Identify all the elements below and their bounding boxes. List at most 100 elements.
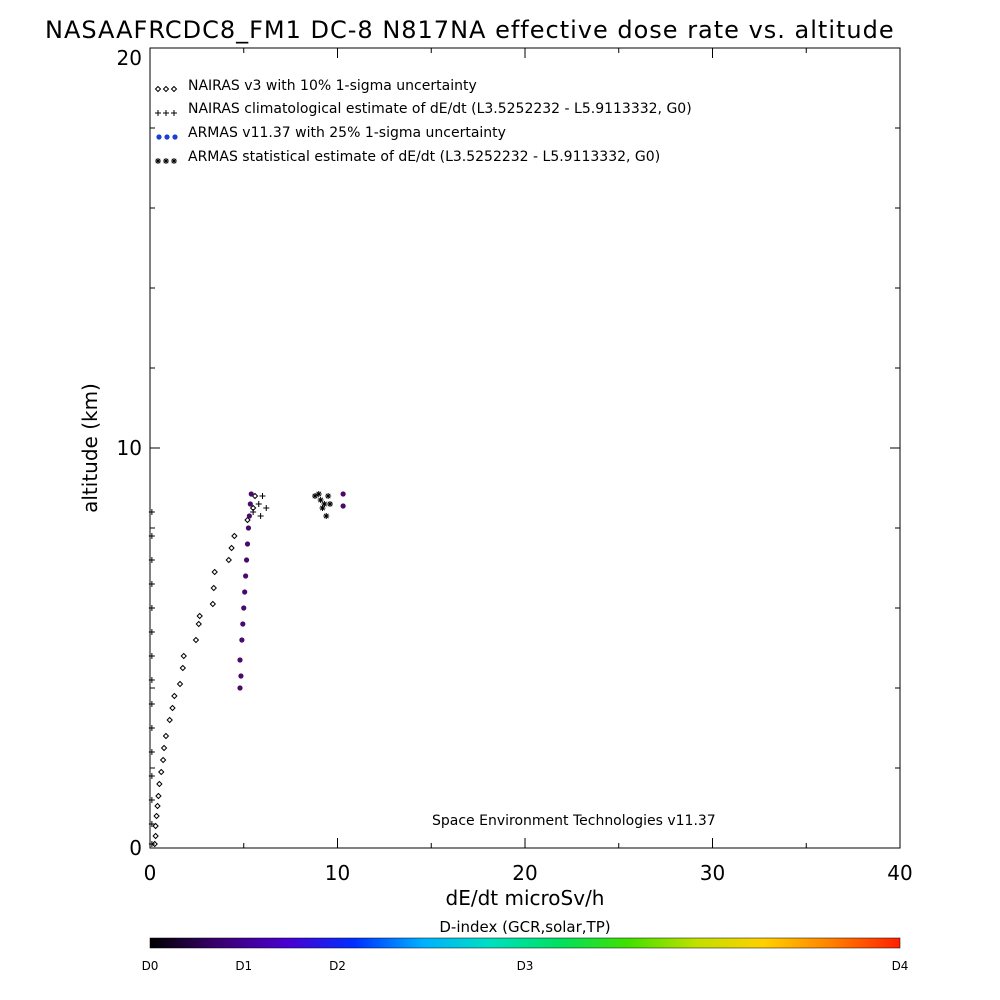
legend-label-nairas-climatological: NAIRAS climatological estimate of dE/dt …: [188, 101, 692, 117]
x-tick-label-0: 0: [144, 861, 157, 885]
series-1-point-14: [148, 509, 155, 515]
series-0-point-11: [166, 716, 173, 724]
series-0-point-0: [151, 840, 158, 848]
series-0-point-3: [153, 812, 160, 820]
series-1-point-18: [263, 505, 270, 511]
series-1-point-9: [148, 629, 155, 635]
series-2-point-1: [238, 673, 244, 679]
x-tick-label-40: 40: [887, 861, 912, 885]
series-3-point-4: [319, 505, 326, 511]
series-0-point-20: [209, 600, 217, 608]
credit-text: Space Environment Technologies v11.37: [432, 813, 716, 829]
series-0-point-19: [196, 612, 203, 620]
series-0-point-6: [156, 780, 163, 788]
x-axis-label: dE/dt microSv/h: [446, 886, 605, 910]
colorbar-labels: D0 D1 D2 D3 D4: [142, 959, 909, 973]
series-1-point-1: [148, 821, 155, 827]
series-2-point-3: [239, 637, 245, 643]
series-0-point-18: [195, 620, 202, 628]
series-2-point-6: [242, 589, 248, 595]
legend-swatch-nairas-v3: [154, 85, 178, 93]
series-1-point-16: [255, 501, 262, 507]
y-axis-label: altitude (km): [78, 383, 102, 513]
series-2-point-5: [241, 605, 247, 611]
series-3-point-6: [315, 491, 322, 497]
series-0-point-14: [176, 680, 184, 688]
series-1-point-17: [259, 493, 266, 499]
colorbar-label-3: D3: [517, 959, 534, 973]
colorbar-title: D-index (GCR,solar,TP): [439, 918, 610, 936]
series-0-point-16: [180, 652, 187, 660]
series-1-point-5: [148, 725, 155, 731]
series-0-point-24: [228, 544, 235, 552]
series-1-point-11: [148, 581, 155, 587]
series-2-point-15: [340, 491, 346, 497]
legend: NAIRAS v3 with 10% 1-sigma uncertainty N…: [154, 78, 692, 165]
series-3-point-3: [325, 493, 332, 499]
series-1-point-2: [148, 797, 155, 803]
legend-label-nairas-v3: NAIRAS v3 with 10% 1-sigma uncertainty: [188, 78, 477, 94]
data-series: [148, 491, 346, 848]
series-0-point-2: [152, 822, 159, 830]
plot-frame: [149, 47, 901, 849]
legend-swatch-armas-v11: [156, 134, 178, 140]
series-0-point-13: [171, 692, 178, 700]
series-3-point-0: [312, 493, 318, 499]
colorbar-label-0: D0: [142, 959, 159, 973]
series-0-point-12: [169, 704, 176, 712]
series-0-point-17: [192, 636, 200, 644]
series-0-point-25: [231, 532, 238, 540]
series-2-point-13: [248, 491, 254, 497]
series-3-point-1: [317, 497, 324, 503]
axis-ticks: [149, 47, 901, 849]
series-0-point-22: [211, 568, 218, 576]
legend-label-armas-v11: ARMAS v11.37 with 25% 1-sigma uncertaint…: [188, 125, 506, 141]
series-0-point-10: [162, 732, 170, 740]
series-2-point-9: [244, 541, 251, 547]
series-0-point-15: [179, 664, 187, 672]
series-1-point-12: [148, 557, 155, 563]
series-0-point-1: [152, 832, 159, 840]
series-2-point-7: [243, 573, 249, 579]
series-3-point-5: [323, 513, 330, 519]
series-1-point-6: [148, 701, 155, 707]
series-1-point-19: [257, 513, 264, 519]
series-3-point-2: [321, 501, 328, 507]
series-2-point-12: [247, 501, 253, 507]
series-1-point-8: [148, 653, 155, 659]
series-1-point-3: [148, 773, 155, 779]
colorbar-label-4: D4: [892, 959, 909, 973]
y-tick-label-0: 0: [129, 836, 142, 860]
series-0-point-23: [225, 556, 232, 564]
series-2-point-8: [243, 557, 250, 563]
series-1-point-13: [148, 533, 155, 539]
colorbar-label-2: D2: [329, 959, 346, 973]
series-0-point-4: [154, 802, 161, 810]
series-0-point-9: [160, 744, 168, 752]
series-2-point-14: [340, 503, 346, 509]
series-0-point-8: [159, 756, 167, 764]
legend-swatch-nairas-climatological: [155, 110, 177, 116]
series-2-point-4: [240, 621, 246, 627]
series-2-point-11: [246, 513, 252, 519]
y-tick-label-10: 10: [117, 436, 142, 460]
series-0-point-21: [210, 584, 217, 592]
y-tick-label-20: 20: [117, 46, 142, 70]
colorbar: [149, 937, 901, 949]
series-2-point-0: [237, 685, 243, 691]
series-0-point-26: [244, 516, 251, 524]
colorbar-label-1: D1: [235, 959, 252, 973]
series-1-point-15: [250, 509, 257, 515]
series-2-point-10: [245, 525, 252, 531]
series-1-point-4: [148, 749, 155, 755]
series-1-point-10: [148, 605, 155, 611]
x-tick-label-10: 10: [325, 861, 350, 885]
series-0-point-7: [158, 768, 165, 776]
series-2-point-2: [237, 657, 243, 663]
series-1-point-7: [148, 677, 155, 683]
series-1-point-0: [148, 841, 155, 847]
legend-swatch-armas-statistical: [155, 158, 177, 164]
x-tick-label-20: 20: [512, 861, 537, 885]
series-3-point-7: [327, 501, 333, 507]
